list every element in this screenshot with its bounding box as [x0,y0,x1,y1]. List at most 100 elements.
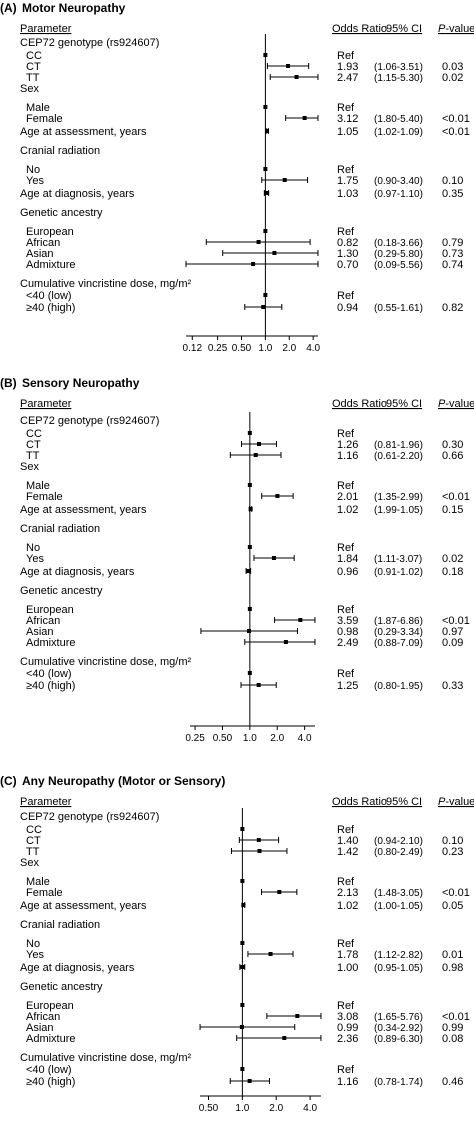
point-estimate [240,879,245,883]
point-estimate [283,640,288,644]
row-label: Male [26,480,50,492]
odds-ratio-value: 1.84 [337,553,358,565]
odds-ratio-value: 1.05 [337,126,358,138]
odds-ratio-value: 2.49 [337,637,358,649]
panel-letter: (C) [0,774,17,788]
odds-ratio-value: Ref [337,164,355,176]
point-estimate [247,671,252,675]
x-tick-label: 0.50 [232,343,252,354]
row-label: Admixture [26,637,76,649]
x-tick-label: 0.25 [208,343,228,354]
header-ci: 95% CI [386,398,422,410]
p-value: 0.08 [442,1033,463,1045]
row-label: CT [26,439,41,451]
point-estimate [239,1025,244,1029]
point-estimate [264,191,269,195]
row-label: TT [26,846,40,858]
panel-title: Any Neuropathy (Motor or Sensory) [22,774,225,788]
ci-value: (0.78-1.74) [374,1077,423,1088]
p-value: 0.15 [442,504,463,516]
row-label: European [26,226,74,238]
p-value: 0.02 [442,72,463,84]
x-tick-label: 2.0 [270,733,284,744]
point-estimate [263,53,268,57]
ci-value: (0.91-1.02) [374,567,423,578]
p-value: 0.10 [442,175,463,187]
row-label: ≥40 (high) [26,302,75,314]
p-value: 0.09 [442,637,463,649]
odds-ratio-value: 0.98 [337,626,358,638]
odds-ratio-value: 1.25 [337,680,358,692]
odds-ratio-value: 1.16 [337,450,358,462]
p-value: 0.03 [442,61,463,73]
x-tick-label: 4.0 [303,1103,317,1114]
ci-value: (0.09-5.56) [374,260,423,271]
odds-ratio-value: Ref [337,542,355,554]
row-label: European [26,604,74,616]
row-label: <40 (low) [26,290,72,302]
odds-ratio-value: 1.93 [337,61,358,73]
panel-2: (C) Any Neuropathy (Motor or Sensory) Para… [0,774,474,1114]
ci-value: (1.80-5.40) [374,114,423,125]
odds-ratio-value: Ref [337,50,355,62]
row-label: Age at assessment, years [20,504,147,516]
row-label: Female [26,491,63,503]
p-value: 0.99 [442,1022,463,1034]
point-estimate [247,431,252,435]
panel-title: Sensory Neuropathy [22,376,140,390]
point-estimate [263,167,268,171]
point-estimate [240,965,245,969]
p-value: 0.98 [442,962,463,974]
row-label: CC [26,428,42,440]
point-estimate [265,129,270,133]
header-p-value: P-value [438,398,474,410]
ci-value: (1.99-1.05) [374,505,423,516]
p-value: 0.66 [442,450,463,462]
ci-value: (1.11-3.07) [374,554,422,565]
odds-ratio-value: 1.42 [337,846,358,858]
row-label: Cranial radiation [20,523,100,535]
p-value: <0.01 [442,113,470,125]
point-estimate [268,952,273,956]
odds-ratio-value: Ref [337,428,355,440]
row-label: Male [26,876,50,888]
row-label: African [26,615,60,627]
row-label: Sex [20,461,39,473]
point-estimate [294,75,299,79]
header-parameter: Parameter [20,398,72,410]
row-label: Cumulative vincristine dose, mg/m² [20,278,192,290]
row-label: Sex [20,857,39,869]
odds-ratio-value: 3.08 [337,1011,358,1023]
odds-ratio-value: Ref [337,1000,355,1012]
ci-value: (0.89-6.30) [374,1034,423,1045]
panel-letter: (B) [0,376,17,390]
row-label: Age at diagnosis, years [20,188,135,200]
row-label: Asian [26,248,54,260]
odds-ratio-value: 1.03 [337,188,358,200]
odds-ratio-value: 0.82 [337,237,358,249]
ci-value: (1.35-2.99) [374,492,423,503]
panel-title: Motor Neuropathy [22,1,126,15]
odds-ratio-value: 1.02 [337,900,358,912]
x-tick-label: 0.12 [183,343,203,354]
odds-ratio-value: Ref [337,226,355,238]
row-label: Age at assessment, years [20,126,147,138]
odds-ratio-value: 1.78 [337,949,358,961]
x-tick-label: 0.50 [213,733,233,744]
odds-ratio-value: Ref [337,824,355,836]
ci-value: (0.81-1.96) [374,440,423,451]
p-value: 0.35 [442,188,463,200]
odds-ratio-value: 1.00 [337,962,358,974]
p-value: 0.02 [442,553,463,565]
odds-ratio-value: 1.75 [337,175,358,187]
point-estimate [256,683,261,687]
odds-ratio-value: Ref [337,604,355,616]
panel-1: (B) Sensory Neuropathy Parameter Odds Ratio… [0,376,474,744]
point-estimate [246,569,251,573]
point-estimate [240,1003,245,1007]
row-label: Cumulative vincristine dose, mg/m² [20,1052,192,1064]
p-value: 0.23 [442,846,463,858]
ci-value: (0.55-1.61) [374,303,423,314]
ci-value: (1.15-5.30) [374,73,423,84]
odds-ratio-value: 2.36 [337,1033,358,1045]
